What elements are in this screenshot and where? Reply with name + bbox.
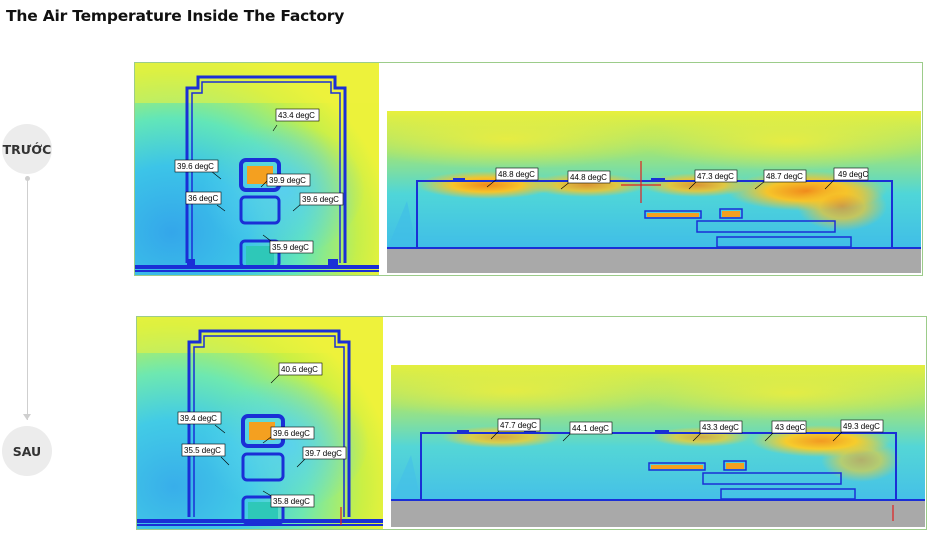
temperature-labels: 43.4 degC 39.6 degC 39.9 degC 36 degC 39… xyxy=(174,108,344,254)
side-view-thermal-map-after: 40.6 degC 39.4 degC 39.6 degC 35.5 degC … xyxy=(137,317,383,529)
long-view-thermal-map-before: 48.8 degC 44.8 degC 47.3 degC 48.7 degC … xyxy=(387,111,921,273)
temp-label: 43.4 degC xyxy=(278,111,315,120)
temp-label: 44.1 degC xyxy=(572,424,609,433)
temperature-labels: 47.7 degC 44.1 degC 43.3 degC 43 degC 49… xyxy=(490,418,884,442)
temperature-labels: 40.6 degC 39.4 degC 39.6 degC 35.5 degC … xyxy=(177,362,347,508)
stage-badge-before: TRƯỚC xyxy=(2,124,52,174)
side-view-thermal-map-before: 43.4 degC 39.6 degC 39.9 degC 36 degC 39… xyxy=(135,63,379,275)
temp-label: 49.3 degC xyxy=(843,422,880,431)
temp-label: 35.8 degC xyxy=(273,497,310,506)
temp-label: 43.3 degC xyxy=(702,423,739,432)
temp-label: 40.6 degC xyxy=(281,365,318,374)
temp-label: 36 degC xyxy=(188,194,218,203)
temp-label: 39.6 degC xyxy=(177,162,214,171)
timeline-arrow-icon xyxy=(23,414,31,420)
temperature-labels: 48.8 degC 44.8 degC 47.3 degC 48.7 degC … xyxy=(486,167,868,190)
temp-label: 48.7 degC xyxy=(766,172,803,181)
simulation-panel-after: 40.6 degC 39.4 degC 39.6 degC 35.5 degC … xyxy=(136,316,927,530)
temp-label: 47.3 degC xyxy=(697,172,734,181)
timeline-connector xyxy=(27,178,28,420)
temp-label: 48.8 degC xyxy=(498,170,535,179)
temp-label: 39.4 degC xyxy=(180,414,217,423)
temp-label: 39.7 degC xyxy=(305,449,342,458)
temp-label: 35.5 degC xyxy=(184,446,221,455)
long-view-thermal-map-after: 47.7 degC 44.1 degC 43.3 degC 43 degC 49… xyxy=(391,365,925,527)
temp-label: 43 degC xyxy=(775,423,805,432)
page-title: The Air Temperature Inside The Factory xyxy=(6,7,345,25)
temp-label: 44.8 degC xyxy=(570,173,607,182)
stage-badge-after: SAU xyxy=(2,426,52,476)
temp-label: 39.6 degC xyxy=(302,195,339,204)
timeline-dot xyxy=(25,176,30,181)
temp-label: 35.9 degC xyxy=(272,243,309,252)
temp-label: 47.7 degC xyxy=(500,421,537,430)
temp-label: 39.6 degC xyxy=(273,429,310,438)
temp-label: 39.9 degC xyxy=(269,176,306,185)
temp-label: 49 degC xyxy=(838,170,868,179)
simulation-panel-before: 43.4 degC 39.6 degC 39.9 degC 36 degC 39… xyxy=(134,62,923,276)
